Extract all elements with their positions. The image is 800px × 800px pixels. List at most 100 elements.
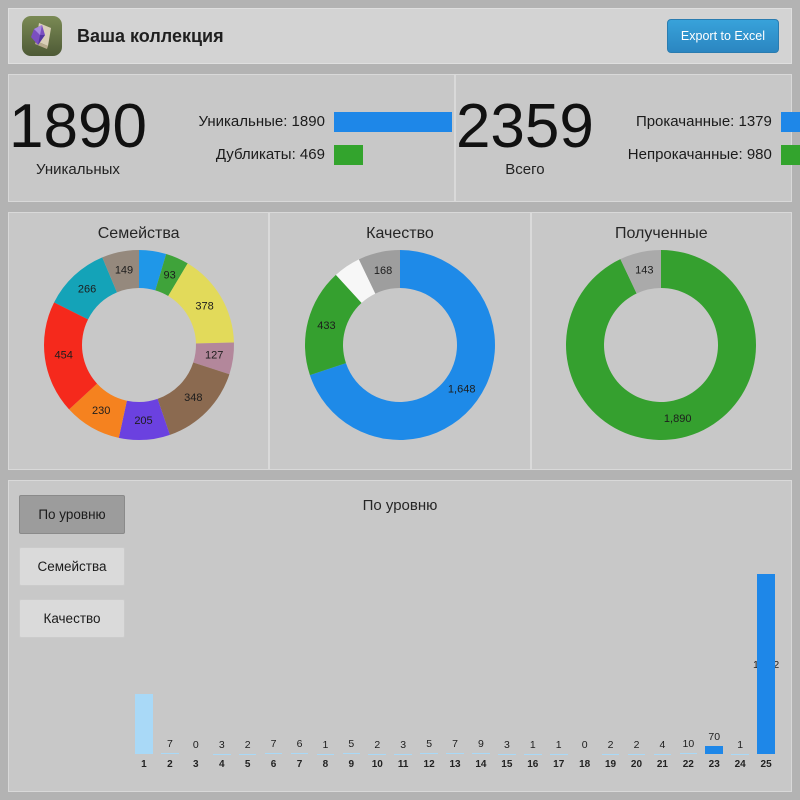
bar-value-label: 2: [244, 738, 251, 751]
quality-donut-chart: 1,648 433 168: [304, 250, 495, 440]
donut-slice[interactable]: [304, 274, 362, 376]
legend-bar-track: [333, 111, 454, 132]
bar-column: 1 17: [546, 564, 572, 777]
bar[interactable]: [264, 753, 283, 754]
bar[interactable]: [135, 694, 153, 754]
export-to-excel-button[interactable]: Export to Excel: [666, 19, 779, 53]
bar-category-label: 25: [760, 759, 772, 770]
bar-zone: 2: [624, 564, 650, 754]
bar-zone: 1,632: [753, 564, 779, 754]
bar[interactable]: [679, 752, 698, 754]
bar-column: 2 19: [598, 564, 624, 777]
bar-zone: 9: [468, 564, 494, 754]
bar-value-label: 2: [633, 738, 640, 751]
bar-zone: 5: [416, 564, 442, 754]
bar[interactable]: [446, 753, 464, 754]
bar-category-label: 3: [193, 759, 199, 770]
bar-category-label: 11: [397, 759, 409, 770]
donut-slice[interactable]: [138, 250, 166, 291]
bar-column: 70 23: [701, 564, 727, 777]
donut-slice[interactable]: [154, 253, 188, 297]
tab-families[interactable]: Семейства: [19, 547, 125, 586]
bar[interactable]: [705, 746, 724, 754]
unique-legend: Уникальные: 1890 Дубликаты: 469: [167, 111, 454, 165]
bar-zone: 3: [390, 564, 416, 754]
donut-slice-value-label: 149: [114, 264, 132, 276]
donut-slice[interactable]: [358, 250, 400, 294]
donut-slice[interactable]: [167, 263, 234, 344]
bar[interactable]: [420, 753, 438, 754]
level-bar-chart: 5421720334257667185921031151271391431511…: [131, 564, 779, 777]
bar-zone: 1: [727, 564, 753, 754]
bar-value-label: 3: [503, 738, 510, 751]
bar-category-label: 9: [348, 759, 355, 770]
donut-slice[interactable]: [335, 259, 376, 303]
legend-bar: [333, 144, 363, 165]
donut-slice[interactable]: [68, 383, 127, 438]
tab-by-level[interactable]: По уровню: [19, 495, 125, 534]
bar-value-label: 6: [296, 738, 303, 751]
tab-quality[interactable]: Качество: [19, 599, 125, 638]
obtained-donut-panel: Полученные 1,890 143: [529, 213, 791, 469]
bar-zone: 7: [261, 564, 287, 754]
bar[interactable]: [342, 753, 361, 754]
donut-slice[interactable]: [157, 362, 230, 435]
bar-value-label: 7: [452, 738, 458, 751]
donut-slice[interactable]: [192, 342, 234, 375]
bar-value-label: 70: [708, 731, 721, 744]
bar[interactable]: [161, 753, 179, 754]
bar-value-label: 1: [737, 738, 744, 751]
bar-value-label: 0: [192, 739, 199, 751]
donut-slice[interactable]: [101, 250, 139, 293]
bar-category-label: 23: [708, 759, 720, 770]
bar-zone: 2: [598, 564, 624, 754]
legend-row: Непрокачанные: 980: [614, 144, 800, 165]
bar-category-label: 12: [423, 759, 435, 770]
legend-row: Уникальные: 1890: [167, 111, 454, 132]
donut-slice[interactable]: [620, 250, 662, 294]
legend-bar-track: [780, 144, 800, 165]
donut-slice[interactable]: [309, 250, 495, 440]
donut-slice[interactable]: [43, 302, 97, 410]
bar[interactable]: [472, 753, 490, 754]
bar[interactable]: [757, 574, 775, 754]
bar-zone: 7: [157, 564, 183, 754]
bar-zone: 0: [572, 564, 598, 754]
bar-category-label: 13: [449, 759, 461, 770]
bar-category-label: 1: [141, 759, 147, 770]
unique-count-label: Уникальных: [36, 161, 120, 179]
bar-column: 0 18: [572, 564, 598, 777]
bar-column: 7 13: [442, 564, 468, 777]
bar-value-label: 1: [555, 738, 562, 751]
legend-label: Прокачанные: 1379: [635, 113, 772, 130]
bar-category-label: 2: [167, 759, 173, 770]
donut-slice-value-label: 93: [163, 269, 175, 281]
page-title: Ваша коллекция: [77, 25, 224, 46]
donut-slice[interactable]: [566, 250, 757, 440]
bar-zone: 2: [235, 564, 261, 754]
bar-category-label: 18: [579, 759, 591, 770]
bar-zone: 5: [338, 564, 364, 754]
bar-zone: 4: [649, 564, 675, 754]
bar-column: 4 21: [649, 564, 675, 777]
total-count-label: Всего: [505, 161, 545, 179]
bar-zone: 70: [701, 564, 727, 754]
bar-column: 5421: [131, 564, 157, 777]
bar-zone: 6: [287, 564, 313, 754]
legend-bar-track: [780, 111, 800, 132]
bar-zone: 542: [131, 564, 157, 754]
obtained-donut-title: Полученные: [614, 225, 708, 242]
total-stats-panel: 2359 Всего Прокачанные: 1379 Непрокачанны…: [453, 75, 800, 201]
bar-column: 3 11: [390, 564, 416, 777]
bar-category-label: 16: [527, 759, 539, 770]
donut-slice[interactable]: [118, 398, 170, 440]
donut-slice[interactable]: [53, 257, 117, 320]
bar[interactable]: [290, 753, 309, 754]
quality-donut-title: Качество: [366, 225, 434, 242]
bar-value-label: 3: [218, 738, 225, 751]
bar-zone: 0: [183, 564, 209, 754]
